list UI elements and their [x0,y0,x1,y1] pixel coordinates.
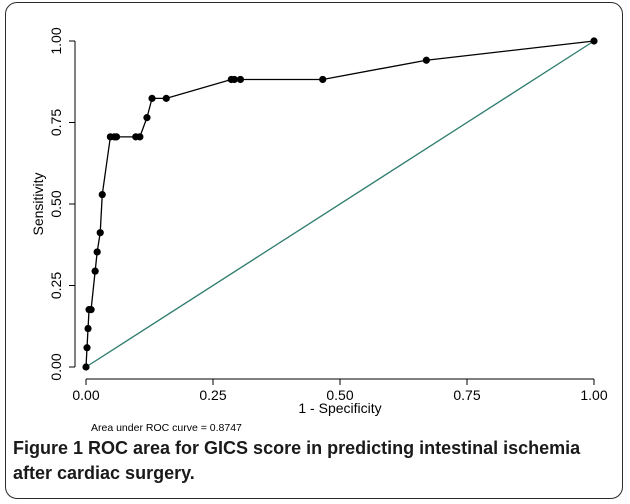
roc-point [82,363,90,371]
x-tick-label: 0.50 [326,387,353,403]
figure-caption: Figure 1 ROC area for GICS score in pred… [13,436,613,486]
roc-point [136,133,144,141]
roc-point [87,306,95,314]
y-tick-label: 1.00 [48,27,64,54]
x-tick-label: 0.25 [199,387,226,403]
roc-point [319,75,327,84]
x-axis-title: 1 - Specificity [298,400,381,416]
roc-point [83,344,91,352]
roc-point [143,114,151,122]
x-tick-label: 0.75 [453,387,480,403]
auc-annotation: Area under ROC curve = 0.8747 [91,422,242,434]
figure-frame [5,2,623,499]
roc-point [230,75,238,84]
y-tick-label: 0.75 [48,109,64,136]
roc-point [93,248,101,256]
roc-point [91,267,99,275]
roc-point [148,94,156,102]
figure-label: Figure 1 [13,438,89,458]
y-tick-label: 0.50 [48,190,64,217]
roc-points [82,37,598,371]
chart-axes [69,40,595,385]
reference-line [85,40,595,368]
roc-point [236,75,245,84]
roc-point [84,324,92,333]
y-tick-label: 0.00 [48,353,64,380]
y-axis-title: Sensitivity [30,172,46,235]
roc-point [112,133,121,141]
figure-caption-text: ROC area for GICS score in predicting in… [13,438,581,483]
roc-point [98,190,106,199]
roc-chart: 0.00 0.25 0.50 0.75 1.00 0.00 0.25 0.50 0.75 1.00… [30,27,608,434]
chart-labels: 0.00 0.25 0.50 0.75 1.00 0.00 0.25 0.50 0.75 1.00… [30,27,608,434]
roc-point [96,229,104,237]
x-tick-label: 0.00 [72,387,99,403]
y-tick-label: 0.25 [48,272,64,299]
roc-point [162,94,170,102]
x-tick-label: 1.00 [580,387,607,403]
roc-point [590,37,598,45]
reference-diagonal-line [85,40,595,368]
roc-point [422,56,430,64]
